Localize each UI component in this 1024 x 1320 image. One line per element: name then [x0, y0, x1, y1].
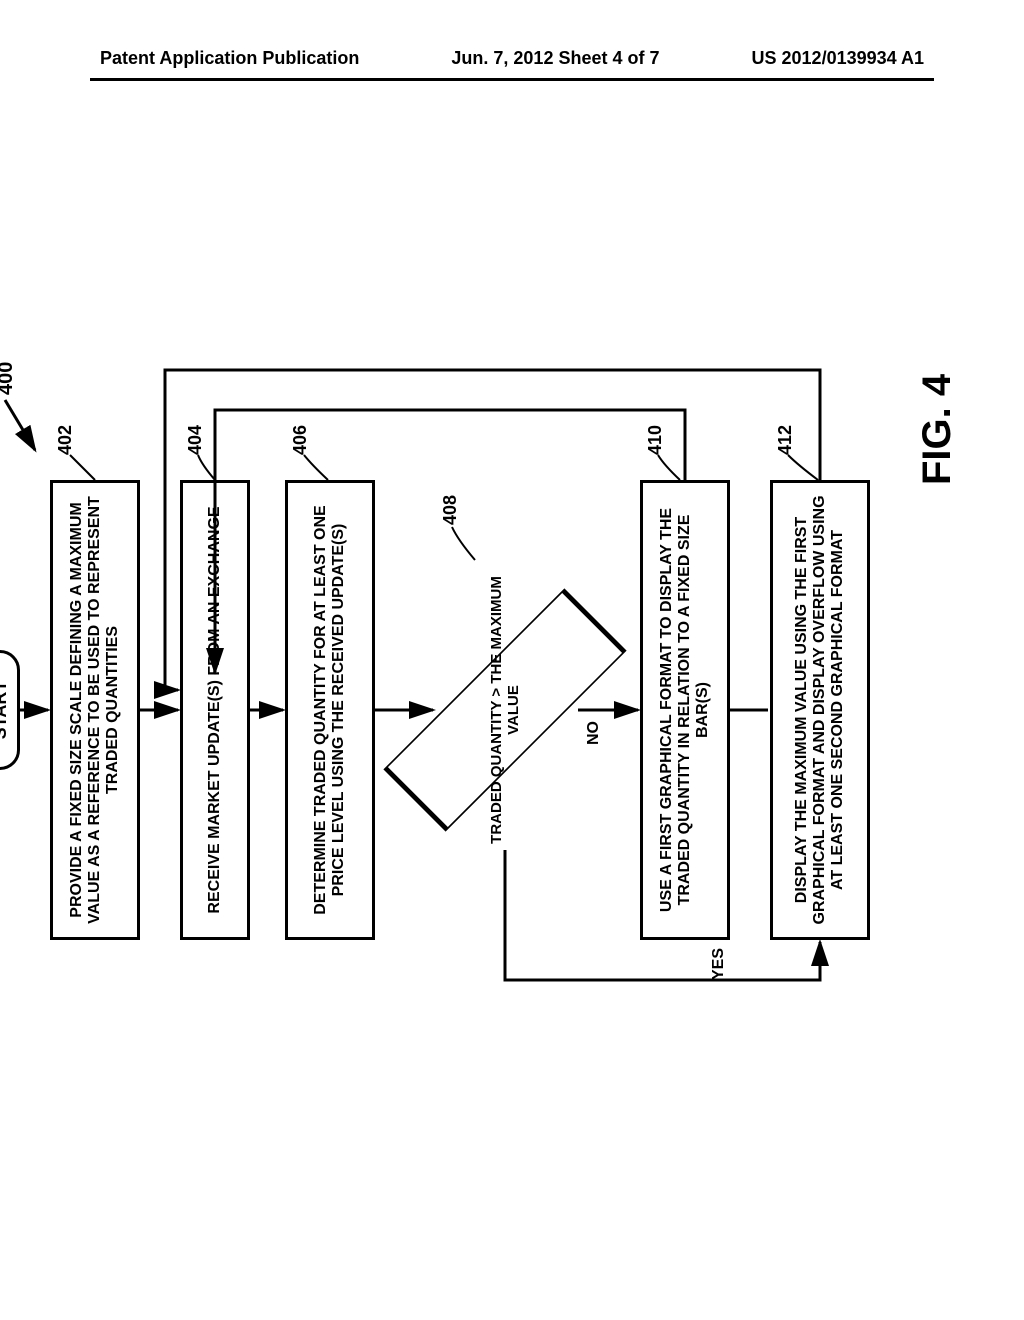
node-412-text: DISPLAY THE MAXIMUM VALUE USING THE FIRS… — [793, 493, 847, 927]
node-402: PROVIDE A FIXED SIZE SCALE DEFINING A MA… — [50, 480, 140, 940]
node-410: USE A FIRST GRAPHICAL FORMAT TO DISPLAY … — [640, 480, 730, 940]
node-404-text: RECEIVE MARKET UPDATE(S) FROM AN EXCHANG… — [206, 506, 224, 913]
no-label: NO — [585, 721, 603, 745]
header-center: Jun. 7, 2012 Sheet 4 of 7 — [451, 48, 659, 69]
ref-412: 412 — [775, 425, 796, 455]
node-412: DISPLAY THE MAXIMUM VALUE USING THE FIRS… — [770, 480, 870, 940]
ref-408: 408 — [440, 495, 461, 525]
node-406: DETERMINE TRADED QUANTITY FOR AT LEAST O… — [285, 480, 375, 940]
page-header: Patent Application Publication Jun. 7, 2… — [0, 48, 1024, 69]
figure-label: FIG. 4 — [915, 374, 960, 485]
node-406-text: DETERMINE TRADED QUANTITY FOR AT LEAST O… — [312, 493, 348, 927]
ref-410: 410 — [645, 425, 666, 455]
node-410-text: USE A FIRST GRAPHICAL FORMAT TO DISPLAY … — [658, 493, 712, 927]
ref-402: 402 — [55, 425, 76, 455]
header-left: Patent Application Publication — [100, 48, 359, 69]
start-node: START — [0, 650, 20, 770]
start-label: START — [0, 681, 11, 740]
node-408-text-wrap: TRADED QUANTITY > THE MAXIMUM VALUE — [465, 570, 545, 850]
flowchart: START PROVIDE A FIXED SIZE SCALE DEFININ… — [0, 330, 1024, 1090]
ref-404: 404 — [185, 425, 206, 455]
node-408-text: TRADED QUANTITY > THE MAXIMUM VALUE — [488, 570, 522, 850]
ref-406: 406 — [290, 425, 311, 455]
node-404: RECEIVE MARKET UPDATE(S) FROM AN EXCHANG… — [180, 480, 250, 940]
ref-400: 400 — [0, 362, 18, 395]
node-402-text: PROVIDE A FIXED SIZE SCALE DEFINING A MA… — [68, 493, 122, 927]
header-rule — [90, 78, 934, 81]
yes-label: YES — [710, 948, 728, 980]
header-right: US 2012/0139934 A1 — [752, 48, 924, 69]
